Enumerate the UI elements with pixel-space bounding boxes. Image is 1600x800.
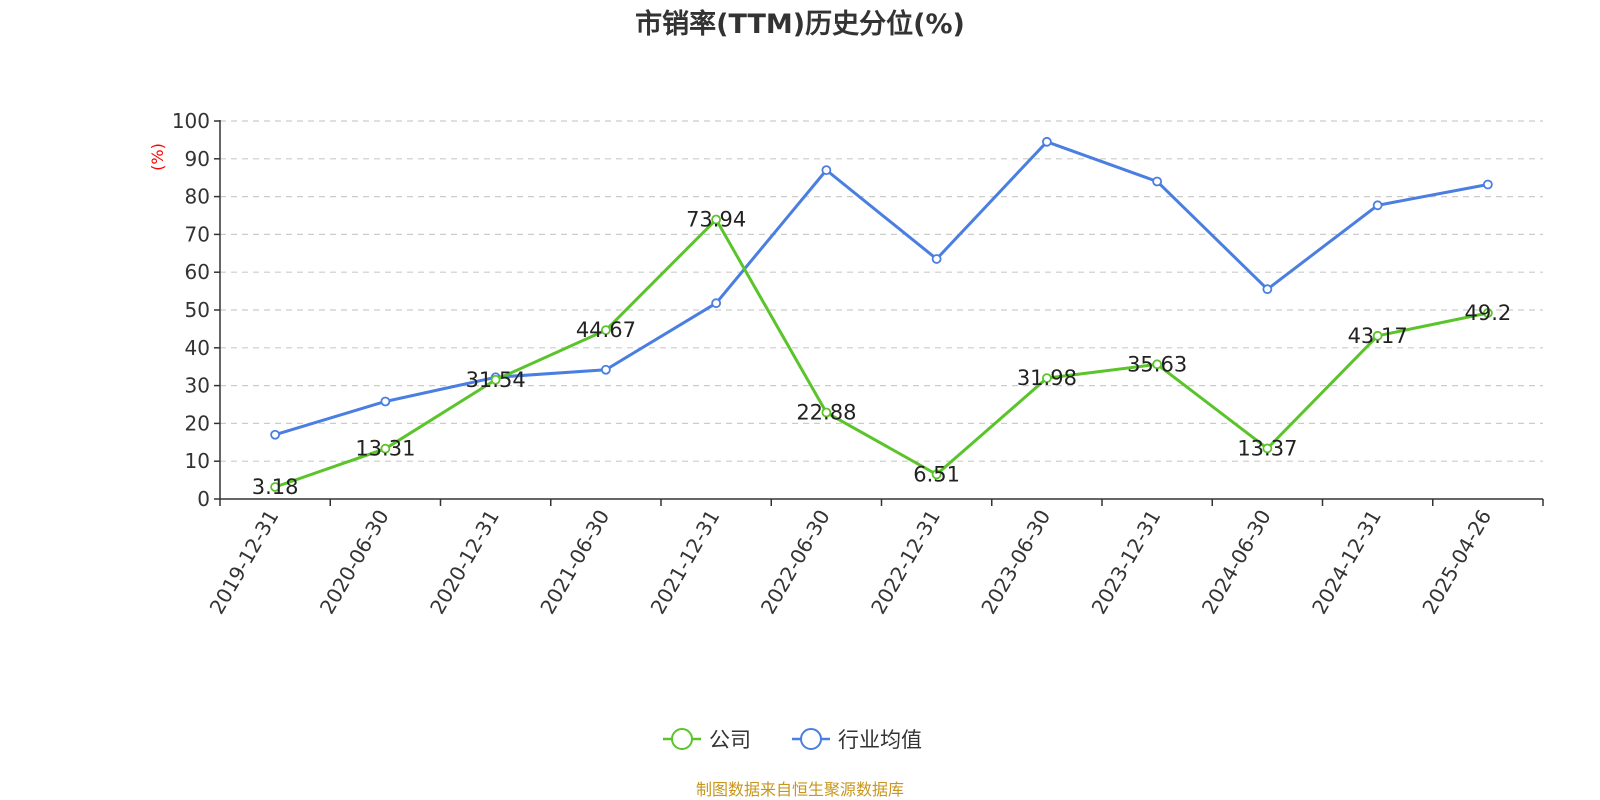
y-tick-label: 100: [172, 109, 210, 133]
series-0: [270, 214, 1493, 492]
data-point[interactable]: [380, 443, 391, 454]
data-point[interactable]: [1262, 284, 1273, 295]
data-point[interactable]: [380, 396, 391, 407]
y-axis-label: (%): [148, 143, 167, 171]
x-tick-label: 2020-12-31: [425, 506, 504, 619]
x-tick-label: 2023-06-30: [976, 506, 1055, 619]
x-tick-label: 2021-12-31: [646, 506, 725, 619]
data-label: 22.88: [796, 401, 856, 425]
data-point[interactable]: [600, 325, 611, 336]
data-label: 31.98: [1017, 366, 1077, 390]
x-tick-label: 2022-12-31: [866, 506, 945, 619]
y-tick-label: 80: [185, 185, 210, 209]
data-point[interactable]: [821, 407, 832, 418]
data-point[interactable]: [1372, 200, 1383, 211]
data-label: 6.51: [913, 462, 960, 486]
x-tick-label: 2024-12-31: [1307, 506, 1386, 619]
legend-item-0[interactable]: 公司: [663, 728, 751, 752]
series-lines: [270, 136, 1493, 492]
y-tick-label: 40: [185, 336, 210, 360]
data-label: 35.63: [1127, 352, 1187, 376]
y-tick-label: 70: [185, 222, 210, 246]
grid-lines: [220, 120, 1543, 462]
data-label: 43.17: [1348, 324, 1408, 348]
x-tick-label: 2021-06-30: [535, 506, 614, 619]
chart-title: 市销率(TTM)历史分位(%): [635, 8, 965, 40]
y-tick-label: 90: [185, 147, 210, 171]
data-point[interactable]: [711, 214, 722, 225]
legend[interactable]: 公司 行业均值: [663, 728, 922, 752]
y-tick-label: 10: [185, 449, 210, 473]
series-line: [274, 218, 1489, 489]
series-line: [274, 140, 1489, 437]
legend-label: 行业均值: [838, 728, 922, 752]
legend-circle-icon: [800, 728, 822, 750]
data-point[interactable]: [270, 482, 281, 492]
data-label: 13.37: [1237, 436, 1297, 460]
data-point[interactable]: [821, 165, 832, 176]
x-tick-label: 2025-04-26: [1417, 506, 1496, 619]
data-labels: 3.18 13.31 31.54 44.67 73.94 22.88 6.51 31.98 35…: [252, 208, 1512, 499]
data-point[interactable]: [1482, 308, 1493, 318]
data-point[interactable]: [1041, 136, 1052, 147]
data-point[interactable]: [1372, 330, 1383, 341]
x-tick-label: 2022-06-30: [756, 506, 835, 619]
y-tick-label: 60: [185, 260, 210, 284]
data-label: 3.18: [252, 475, 299, 499]
source-note: 制图数据来自恒生聚源数据库: [696, 780, 904, 799]
axes: 0 10 20 30 40 50 60 70 80 90 100 2019-12-31 2020-06-…: [172, 109, 1544, 619]
legend-item-1[interactable]: 行业均值: [792, 728, 922, 752]
data-label: 13.31: [355, 437, 415, 461]
data-label: 49.2: [1464, 301, 1511, 325]
data-point[interactable]: [270, 429, 281, 440]
data-point[interactable]: [1152, 359, 1163, 370]
data-point[interactable]: [1041, 373, 1052, 384]
y-tick-label: 50: [185, 298, 210, 322]
data-label: 31.54: [466, 368, 526, 392]
x-tick-label: 2020-06-30: [315, 506, 394, 619]
data-point[interactable]: [711, 298, 722, 309]
y-tick-label: 0: [197, 487, 210, 511]
x-tick-label: 2019-12-31: [205, 506, 284, 619]
x-tick-label: 2024-06-30: [1197, 506, 1276, 619]
data-label: 44.67: [576, 318, 636, 342]
data-point[interactable]: [1482, 179, 1493, 190]
data-point[interactable]: [931, 469, 942, 480]
data-point[interactable]: [600, 364, 611, 375]
y-tick-label: 20: [185, 411, 210, 435]
legend-label: 公司: [709, 728, 751, 752]
data-point[interactable]: [931, 254, 942, 264]
data-point[interactable]: [1262, 443, 1273, 454]
data-point[interactable]: [490, 374, 501, 385]
x-tick-label: 2023-12-31: [1087, 506, 1166, 619]
data-label: 73.94: [686, 208, 746, 232]
data-point[interactable]: [1152, 176, 1163, 187]
series-1: [270, 136, 1493, 440]
legend-circle-icon: [671, 728, 693, 750]
y-tick-label: 30: [185, 374, 210, 398]
